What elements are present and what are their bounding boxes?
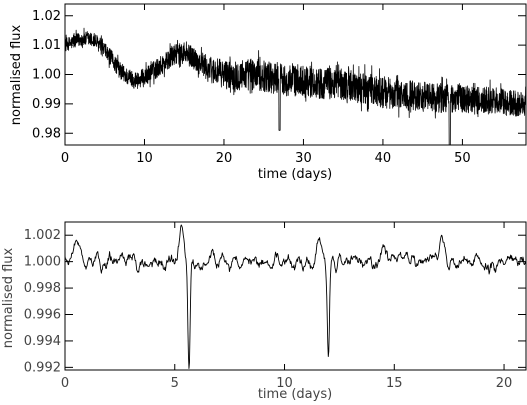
x-tick-label: 5 — [171, 376, 179, 391]
y-tick-label: 0.992 — [24, 360, 61, 375]
bottom-ticks: 0 5 10 15 20 0.992 0.994 0.996 0.998 1.000 1.002 — [24, 222, 526, 391]
y-tick-label: 1.002 — [24, 228, 61, 243]
top-flux-series — [64, 27, 527, 146]
panel-top: 0 10 20 30 40 50 0.98 0.99 1.00 1.01 1.02 time (da… — [9, 3, 527, 182]
x-tick-label: 10 — [276, 376, 293, 391]
y-tick-label: 0.998 — [24, 281, 61, 296]
y-tick-label: 1.02 — [32, 9, 61, 24]
x-tick-label: 40 — [375, 151, 392, 166]
x-tick-label: 0 — [61, 151, 69, 166]
y-tick-label: 0.99 — [32, 97, 61, 112]
top-series-group — [64, 27, 527, 146]
y-tick-label: 1.00 — [32, 68, 61, 83]
top-x-axis-label: time (days) — [258, 167, 332, 182]
y-tick-label: 0.994 — [24, 334, 61, 349]
y-tick-label: 0.996 — [24, 308, 61, 323]
y-tick-label: 1.01 — [32, 38, 61, 53]
x-tick-label: 15 — [386, 376, 403, 391]
bottom-y-axis-label: normalised flux — [1, 247, 16, 348]
y-tick-label: 1.000 — [24, 255, 61, 270]
bottom-x-axis-label: time (days) — [258, 387, 332, 402]
x-tick-label: 20 — [496, 376, 513, 391]
bottom-axis-frame — [64, 221, 527, 371]
top-ticks: 0 10 20 30 40 50 0.98 0.99 1.00 1.01 1.02 — [32, 4, 526, 166]
bottom-series-group — [64, 224, 527, 369]
y-tick-label: 0.98 — [32, 126, 61, 141]
x-tick-label: 50 — [454, 151, 471, 166]
x-tick-label: 0 — [61, 376, 69, 391]
top-y-axis-label: normalised flux — [9, 24, 24, 125]
x-tick-label: 30 — [295, 151, 312, 166]
x-tick-label: 10 — [136, 151, 153, 166]
panel-bottom: 0 5 10 15 20 0.992 0.994 0.996 0.998 1.000 1.002 t… — [1, 221, 527, 402]
x-tick-label: 20 — [216, 151, 233, 166]
bottom-flux-series — [64, 224, 527, 369]
